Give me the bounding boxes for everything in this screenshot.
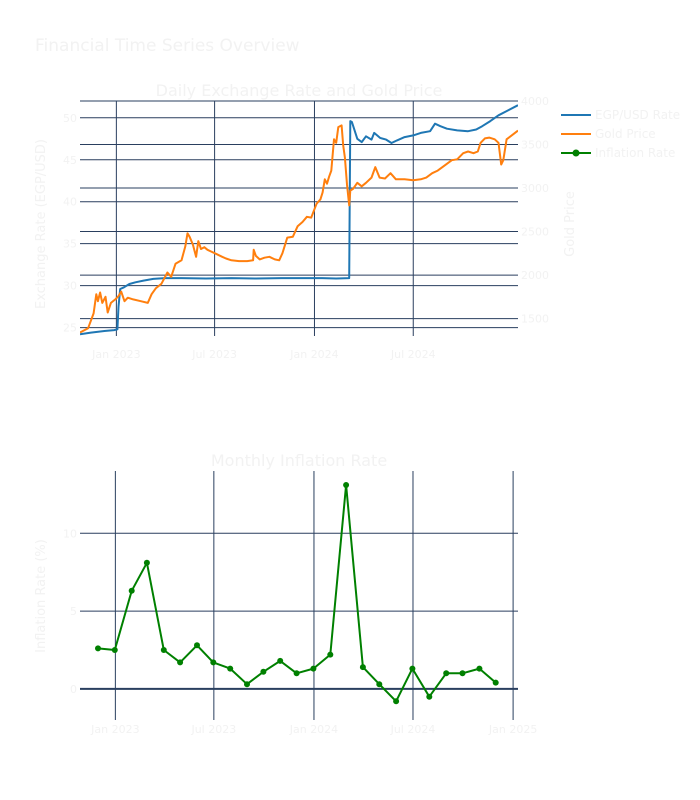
- legend-label: Gold Price: [595, 127, 656, 141]
- chart1-y-axis-label: Exchange Rate (EGP/USD): [34, 139, 49, 309]
- chart1-x-tick-label: Jan 2024: [289, 348, 338, 361]
- legend-marker: [572, 149, 580, 157]
- legend-label: EGP/USD Rate: [595, 108, 680, 122]
- chart2-data-point: [426, 693, 433, 700]
- chart2-data-point: [210, 659, 217, 666]
- legend-item-exchange-rate: EGP/USD Rate: [561, 108, 680, 122]
- exchange-gold-chart: Jan 2023 Jul 2023 Jan 2024 Jul 2024 25 30 35 40…: [34, 81, 680, 361]
- chart2-data-point: [143, 559, 150, 566]
- chart2-x-tick-label: Jul 2023: [190, 723, 236, 736]
- chart2-data-point: [293, 670, 300, 677]
- chart1-y-tick-label: 25: [63, 322, 77, 335]
- chart2-plot: [95, 482, 499, 705]
- chart2-data-point: [476, 665, 483, 672]
- chart2-data-point: [459, 670, 466, 677]
- page-title: Financial Time Series Overview: [35, 36, 300, 56]
- chart1-plot: [80, 104, 518, 336]
- chart2-data-point: [227, 665, 234, 672]
- chart2-data-point: [260, 668, 267, 675]
- chart1-x-tick-label: Jul 2023: [191, 348, 237, 361]
- chart1-y2-axis-label: Gold Price: [563, 191, 578, 257]
- chart1-y2-tick-label: 1500: [521, 313, 549, 326]
- chart2-data-point: [194, 642, 200, 649]
- chart1-y2-tick-label: 3500: [521, 139, 549, 152]
- chart1-y2-tick-label: 2500: [521, 226, 549, 239]
- chart1-x-tick-label: Jan 2023: [91, 348, 140, 361]
- chart2-y-tick-label: 10: [63, 527, 77, 540]
- chart1-legend: EGP/USD Rate Gold Price Inflation Rate: [561, 108, 680, 160]
- chart2-y-tick-label: 0: [70, 683, 77, 696]
- chart2-data-point: [277, 657, 284, 664]
- chart1-x-tick-label: Jul 2024: [390, 348, 436, 361]
- chart1-y-tick-label: 40: [63, 196, 77, 209]
- chart2-data-point: [310, 665, 317, 672]
- chart1-ticks: Jan 2023 Jul 2023 Jan 2024 Jul 2024 25 30 35 40…: [63, 95, 549, 361]
- chart2-x-tick-label: Jan 2025: [488, 723, 537, 736]
- chart2-x-tick-label: Jan 2024: [289, 723, 338, 736]
- chart2-y-tick-label: 5: [70, 605, 77, 618]
- legend-item-gold-price: Gold Price: [561, 127, 656, 141]
- chart1-series-gold-price-line: [80, 124, 518, 334]
- chart2-x-tick-label: Jan 2023: [90, 723, 139, 736]
- chart1-series-exchange-rate-line: [80, 104, 518, 336]
- chart2-data-point: [128, 587, 135, 594]
- chart2-data-point: [95, 645, 101, 652]
- chart2-data-point: [376, 681, 383, 688]
- chart2-data-point: [409, 665, 416, 672]
- chart2-data-point: [160, 647, 167, 653]
- chart2-data-point: [327, 651, 334, 658]
- chart2-series-inflation-line: [97, 484, 497, 703]
- chart1-grid: [80, 100, 518, 336]
- inflation-chart: Jan 2023 Jul 2023 Jan 2024 Jul 2024 Jan 2025…: [34, 451, 537, 736]
- chart2-data-point: [359, 664, 366, 671]
- chart1-y-tick-label: 35: [63, 238, 77, 251]
- chart1-y-tick-label: 50: [63, 112, 77, 125]
- chart2-data-point: [393, 698, 400, 705]
- chart2-data-point: [177, 659, 184, 666]
- chart2-y-axis-label: Inflation Rate (%): [34, 539, 49, 653]
- chart2-x-tick-label: Jul 2024: [390, 723, 436, 736]
- chart1-y2-tick-label: 2000: [521, 269, 549, 282]
- chart2-title: Monthly Inflation Rate: [211, 451, 387, 470]
- chart2-data-point: [443, 670, 450, 677]
- chart1-title: Daily Exchange Rate and Gold Price: [156, 81, 443, 100]
- legend-label: Inflation Rate: [595, 146, 675, 160]
- chart2-data-point: [343, 482, 350, 488]
- chart2-data-point: [244, 681, 250, 688]
- legend-item-inflation-rate: Inflation Rate: [561, 146, 675, 160]
- chart2-data-point: [492, 679, 499, 686]
- chart1-y2-tick-label: 4000: [521, 95, 549, 108]
- chart1-y2-tick-label: 3000: [521, 182, 549, 195]
- chart1-y-tick-label: 30: [63, 280, 77, 293]
- chart2-ticks: Jan 2023 Jul 2023 Jan 2024 Jul 2024 Jan 2025…: [63, 527, 537, 736]
- chart2-data-point: [111, 647, 118, 653]
- chart1-y-tick-label: 45: [63, 154, 77, 167]
- chart2-grid: [80, 471, 518, 720]
